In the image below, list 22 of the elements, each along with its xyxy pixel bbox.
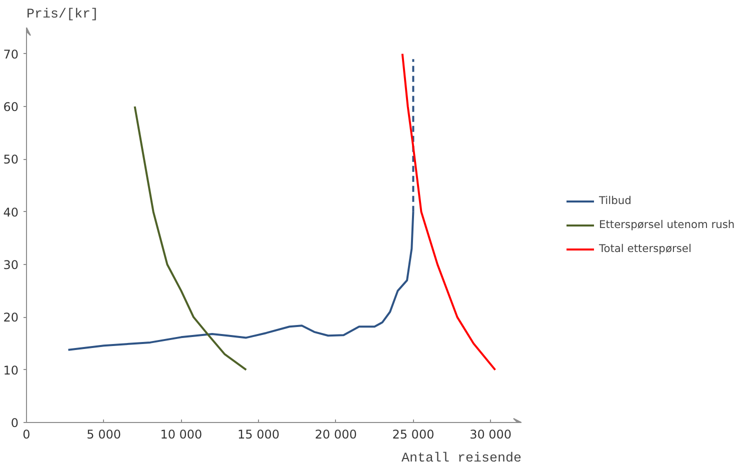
- y-tick-label: 50: [3, 152, 19, 167]
- x-tick-label: 0: [22, 428, 30, 442]
- y-tick-label: 70: [3, 47, 19, 62]
- x-tick-label: 30 000: [470, 428, 512, 442]
- x-tick-label: 20 000: [314, 428, 357, 442]
- x-tick-label: 25 000: [392, 428, 434, 442]
- y-tick-label: 40: [3, 205, 19, 220]
- y-tick-label: 20: [3, 310, 19, 325]
- line-series: [401, 52, 496, 371]
- x-axis-title: Antall reisende: [402, 452, 522, 466]
- y-tick-label: 60: [3, 100, 19, 114]
- legend-label: Etterspørsel utenom rush: [599, 218, 735, 231]
- legend-label: Total etterspørsel: [599, 242, 692, 255]
- y-axis-title: Pris/[kr]: [26, 8, 98, 22]
- y-tick-label: 30: [3, 258, 19, 272]
- y-tick-label: 10: [3, 363, 19, 378]
- x-tick-label: 10 000: [160, 428, 202, 442]
- x-tick-label: 15 000: [238, 428, 280, 442]
- legend-label: Tilbud: [599, 194, 632, 207]
- x-tick-label: 5 000: [86, 428, 122, 442]
- line-series: [134, 106, 248, 371]
- y-tick-label: 0: [10, 416, 19, 430]
